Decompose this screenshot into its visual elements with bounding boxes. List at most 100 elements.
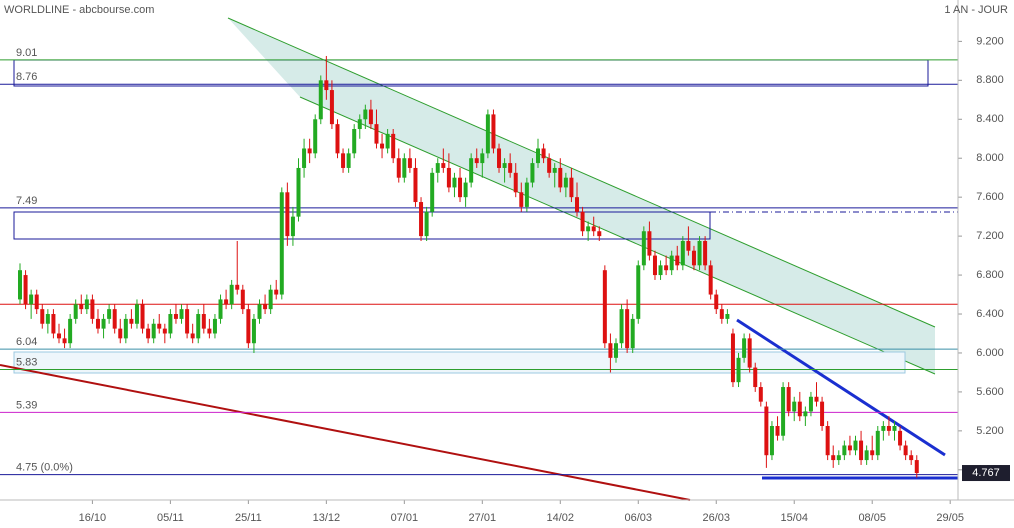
x-tick-label: 14/02 (547, 512, 575, 524)
x-tick-label: 05/11 (157, 512, 184, 524)
candle-body (246, 309, 251, 344)
y-tick-label: 6.400 (976, 308, 1004, 320)
candle-body (664, 265, 669, 271)
candle-body (502, 163, 507, 168)
candle-body (368, 109, 373, 125)
candle-body (792, 401, 797, 412)
candle-body (257, 304, 262, 319)
candle-body (302, 148, 307, 168)
candle-body (90, 299, 95, 319)
channel-band (228, 18, 935, 374)
candle-body (547, 158, 552, 173)
candle-body (703, 240, 708, 266)
candle-body (469, 158, 474, 183)
candle-body (753, 367, 758, 388)
candle-body (112, 309, 117, 329)
y-tick-label: 6.000 (976, 347, 1004, 359)
candle-body (452, 177, 457, 188)
candle-body (859, 440, 864, 461)
candle-body (168, 314, 173, 334)
candle-body (329, 90, 334, 125)
candle-body (870, 450, 875, 456)
y-tick-label: 8.000 (976, 152, 1004, 164)
candle-body (781, 387, 786, 436)
level-label: 4.75 (0.0%) (16, 462, 73, 474)
candle-body (903, 445, 908, 456)
candle-body (196, 314, 201, 339)
candle-body (441, 163, 446, 168)
candle-body (218, 299, 223, 319)
y-tick-label: 7.600 (976, 191, 1004, 203)
candle-body (803, 411, 808, 417)
candle-body (118, 328, 123, 339)
candle-body (825, 425, 830, 456)
last-price-label: 4.767 (972, 467, 1000, 479)
candle-body (335, 124, 340, 154)
candle-body (892, 425, 897, 431)
candle-body (898, 430, 903, 446)
candle-body (95, 318, 100, 329)
x-tick-label: 16/10 (79, 512, 107, 524)
candle-body (675, 255, 680, 266)
candle-body (558, 167, 563, 188)
candle-body (636, 265, 641, 319)
candle-body (45, 314, 50, 324)
candle-body (597, 231, 602, 237)
candle-body (708, 265, 713, 295)
candle-body (641, 231, 646, 266)
candle-body (151, 323, 156, 339)
candle-body (290, 216, 295, 237)
level-label: 5.39 (16, 399, 37, 411)
candle-body (820, 401, 825, 426)
down-trendline (736, 318, 946, 457)
candle-body (775, 425, 780, 436)
candle-body (742, 338, 747, 358)
candle-body (224, 299, 229, 305)
candle-body (831, 455, 836, 461)
candle-body (162, 328, 167, 334)
candle-body (497, 148, 502, 168)
candle-body (491, 114, 496, 149)
candle-body (352, 129, 357, 154)
candle-body (346, 153, 351, 168)
candle-body (268, 289, 273, 310)
candle-body (318, 80, 323, 120)
candle-body (207, 328, 212, 334)
y-tick-label: 8.800 (976, 74, 1004, 86)
level-label: 5.83 (16, 356, 37, 368)
candle-body (652, 255, 657, 276)
candle-body (40, 309, 45, 324)
candle-body (79, 304, 84, 310)
chart-title: WORLDLINE - abcbourse.com (4, 4, 154, 16)
candle-body (296, 167, 301, 217)
candle-body (68, 318, 73, 344)
candle-body (179, 309, 184, 319)
x-tick-label: 26/03 (702, 512, 730, 524)
candle-body (274, 289, 279, 295)
candle-body (146, 328, 151, 339)
candle-body (458, 177, 463, 198)
candle-body (580, 211, 585, 232)
candle-body (591, 226, 596, 232)
candle-body (536, 148, 541, 164)
candle-body (374, 124, 379, 144)
candle-body (769, 425, 774, 456)
candle-body (185, 309, 190, 334)
candle-body (173, 314, 178, 319)
candle-body (101, 318, 106, 329)
candle-body (697, 240, 702, 266)
level-label: 6.04 (16, 336, 37, 348)
candle-body (602, 270, 607, 344)
candle-body (552, 167, 557, 173)
candle-body (686, 240, 691, 251)
candle-body (541, 148, 546, 159)
candle-body (341, 153, 346, 168)
candle-body (279, 192, 284, 295)
level-label: 9.01 (16, 47, 37, 59)
candle-body (446, 167, 451, 188)
candle-body (251, 318, 256, 344)
candle-body (419, 202, 424, 237)
channel-lower (299, 96, 936, 375)
channel-upper (227, 17, 936, 328)
